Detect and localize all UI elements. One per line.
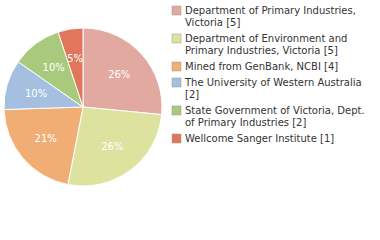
legend-label: State Government of Victoria, Dept.of Pr… — [185, 105, 365, 128]
legend-swatch — [172, 6, 181, 15]
legend-label: Department of Primary Industries,Victori… — [185, 5, 356, 28]
legend-item: Department of Primary Industries,Victori… — [172, 5, 356, 28]
legend-swatch — [172, 78, 181, 87]
data-label: 26% — [101, 141, 123, 152]
legend-label: The University of Western Australia[2] — [184, 77, 362, 100]
data-label: 10% — [43, 62, 65, 73]
legend-label: Wellcome Sanger Institute [1] — [185, 133, 334, 144]
legend-item: Mined from GenBank, NCBI [4] — [172, 61, 338, 72]
legend: Department of Primary Industries,Victori… — [172, 5, 365, 144]
legend-item: State Government of Victoria, Dept.of Pr… — [172, 105, 365, 128]
legend-item: Department of Environment andPrimary Ind… — [172, 33, 347, 56]
data-label: 10% — [25, 88, 47, 99]
legend-swatch — [172, 106, 181, 115]
data-label: 21% — [35, 133, 57, 144]
data-label: 26% — [108, 69, 130, 80]
pie-slice — [83, 28, 162, 115]
chart-container: 26%26%21%10%10%5%Department of Primary I… — [0, 0, 380, 240]
legend-swatch — [172, 62, 181, 71]
legend-swatch — [172, 34, 181, 43]
pie-slice — [68, 107, 162, 186]
legend-item: Wellcome Sanger Institute [1] — [172, 133, 334, 144]
pie-slice — [4, 107, 83, 185]
legend-label: Department of Environment andPrimary Ind… — [185, 33, 347, 56]
legend-swatch — [172, 134, 181, 143]
pie: 26%26%21%10%10%5% — [4, 28, 162, 186]
chart-svg: 26%26%21%10%10%5%Department of Primary I… — [0, 0, 380, 240]
data-label: 5% — [67, 53, 83, 64]
legend-label: Mined from GenBank, NCBI [4] — [185, 61, 338, 72]
legend-item: The University of Western Australia[2] — [172, 77, 362, 100]
